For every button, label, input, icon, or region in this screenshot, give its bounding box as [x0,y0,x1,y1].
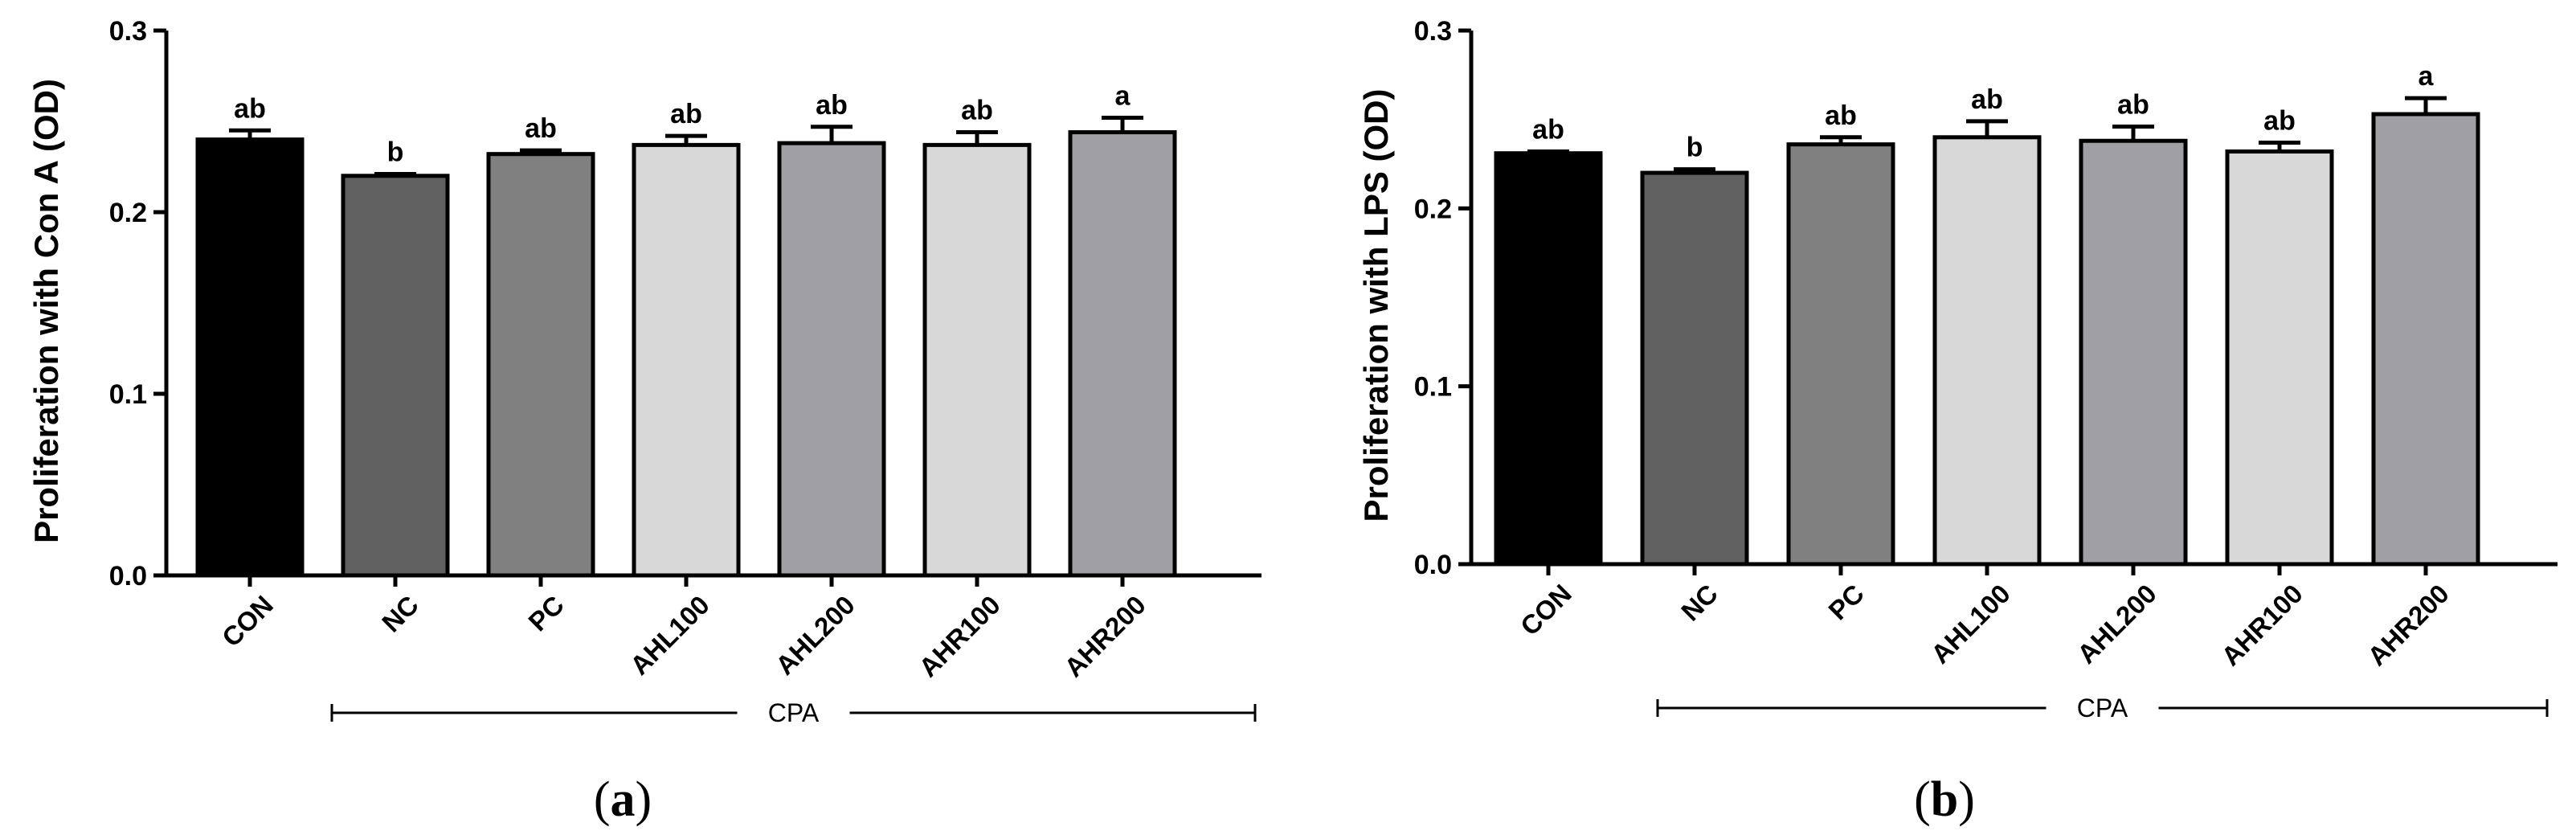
panel-letter: b [1931,772,1958,827]
panel-letter: a [611,772,636,827]
chart-panel-a: 0.0 0.1 0.2 0.3 Proliferation with Con A (OD… [27,16,1261,827]
y-axis-label: Proliferation with LPS (OD) [1357,88,1395,522]
x-tick-label: CON [216,590,279,653]
x-tick-label: PC [1822,579,1870,626]
x-tick-label: AHR200 [1058,590,1151,683]
significance-label: ab [1825,100,1857,131]
x-tick-label: AHL100 [1925,579,2016,669]
x-tick-label: CON [1515,579,1577,641]
significance-label: ab [670,99,702,129]
y-tick-label: 0.2 [1414,194,1452,224]
y-axis-label: Proliferation with Con A (OD) [27,79,65,543]
x-tick-label: NC [376,590,424,638]
significance-label: ab [1532,115,1564,145]
x-tick-label: AHR100 [2215,579,2308,672]
significance-label: ab [234,93,266,124]
x-tick-label: AHR100 [913,590,1006,683]
bar-ahr200 [1068,130,1177,578]
panel-label: (a) [594,772,652,827]
significance-label: a [1115,80,1131,111]
bar-ahl100 [1932,135,2042,567]
y-tick-label: 0.2 [109,198,147,228]
cpa-group-label: CPA [768,698,820,727]
y-tick-label: 0.3 [1414,16,1452,47]
cpa-group-label: CPA [2077,694,2128,722]
x-tick-label: AHL200 [2071,579,2162,669]
significance-label: ab [961,96,993,126]
y-tick-label: 0.0 [1414,550,1452,580]
bar-nc [341,174,450,578]
bar-ahl200 [777,141,886,578]
bar-ahr200 [2371,112,2480,567]
significance-label: ab [816,90,848,121]
y-tick-label: 0.0 [109,561,147,591]
y-tick-label: 0.1 [1414,372,1452,403]
bar-ahl200 [2079,138,2188,567]
x-tick-label: PC [522,590,570,637]
bar-con [195,137,305,578]
significance-label: b [1687,133,1703,163]
x-tick-label: AHL100 [624,590,715,681]
bar-ahl100 [632,142,741,578]
significance-label: ab [1971,84,2003,115]
bar-ahr100 [2225,149,2334,567]
significance-label: b [387,137,404,168]
bar-con [1494,151,1603,567]
y-tick-label: 0.1 [109,379,147,410]
bar-ahr100 [922,142,1032,578]
significance-label: a [2419,61,2435,92]
x-tick-label: AHR200 [2361,579,2455,672]
significance-label: ab [2117,90,2149,121]
significance-label: ab [525,113,557,144]
chart-panel-b: 0.0 0.1 0.2 0.3 Proliferation with LPS (OD) a… [1357,16,2558,827]
bar-pc [486,152,595,578]
significance-label: ab [2263,105,2296,136]
bar-pc [1786,142,1895,567]
x-tick-label: AHL200 [770,590,861,681]
x-tick-label: NC [1675,579,1723,627]
bar-nc [1640,170,1749,567]
panel-label: (b) [1914,772,1975,827]
y-tick-label: 0.3 [109,16,147,47]
